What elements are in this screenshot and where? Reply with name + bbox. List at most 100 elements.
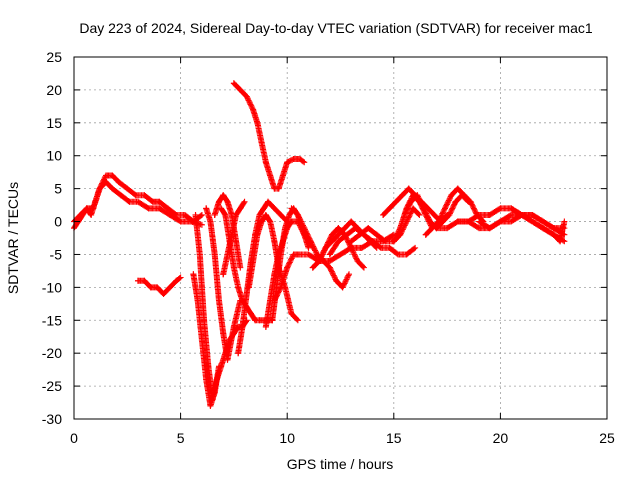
data-point xyxy=(134,198,141,205)
y-axis-label: SDTVAR / TECUs xyxy=(5,182,21,294)
data-point xyxy=(177,274,184,281)
data-point xyxy=(288,205,295,212)
data-point xyxy=(96,185,103,192)
data-point xyxy=(254,231,261,238)
data-point xyxy=(360,264,367,271)
data-point xyxy=(540,218,547,225)
data-point xyxy=(386,205,393,212)
data-point xyxy=(414,192,421,199)
data-point xyxy=(486,225,493,232)
data-point xyxy=(207,402,214,409)
data-point xyxy=(224,198,231,205)
data-point xyxy=(431,211,438,218)
data-point xyxy=(557,238,564,245)
data-point xyxy=(190,271,197,278)
data-point xyxy=(241,198,248,205)
data-point xyxy=(277,284,284,291)
data-point xyxy=(262,211,269,218)
series-track-2 xyxy=(71,179,205,232)
x-tick-label: 20 xyxy=(493,430,509,446)
data-point xyxy=(348,218,355,225)
data-point xyxy=(386,244,393,251)
data-point xyxy=(518,211,525,218)
data-point xyxy=(294,211,301,218)
data-point xyxy=(296,251,303,258)
data-point xyxy=(262,323,269,330)
data-point xyxy=(269,317,276,324)
data-point xyxy=(467,198,474,205)
data-point xyxy=(454,218,461,225)
data-point xyxy=(88,211,95,218)
data-point xyxy=(284,159,291,166)
data-point xyxy=(254,119,261,126)
data-point xyxy=(476,211,483,218)
plot-frame xyxy=(73,56,608,420)
data-point xyxy=(322,244,329,251)
y-tick-label: -30 xyxy=(42,411,62,427)
y-tick-label: 25 xyxy=(46,49,62,65)
data-point xyxy=(258,139,265,146)
data-point xyxy=(79,211,86,218)
data-point xyxy=(233,238,240,245)
data-point xyxy=(290,251,297,258)
data-point xyxy=(271,205,278,212)
data-point xyxy=(265,198,272,205)
data-point xyxy=(237,205,244,212)
data-point xyxy=(198,221,205,228)
data-point xyxy=(335,238,342,245)
data-point xyxy=(141,277,148,284)
data-point xyxy=(301,159,308,166)
x-tick-label: 25 xyxy=(599,430,615,446)
x-tick-label: 0 xyxy=(70,430,78,446)
data-point xyxy=(540,225,547,232)
data-point xyxy=(454,185,461,192)
series-track-5 xyxy=(190,271,222,409)
data-point xyxy=(267,218,274,225)
data-point xyxy=(222,211,229,218)
data-point xyxy=(326,258,333,265)
data-point xyxy=(550,231,557,238)
data-point xyxy=(294,317,301,324)
data-point xyxy=(211,211,218,218)
series-track-21 xyxy=(380,185,451,225)
series-markers xyxy=(230,80,307,192)
data-point xyxy=(508,205,515,212)
series-layer xyxy=(71,80,568,409)
y-tick-label: 5 xyxy=(54,181,62,197)
data-point xyxy=(422,231,429,238)
data-point xyxy=(230,80,237,87)
x-tick-label: 5 xyxy=(177,430,185,446)
y-tick-label: 15 xyxy=(46,115,62,131)
data-point xyxy=(346,271,353,278)
data-point xyxy=(102,179,109,186)
data-point xyxy=(215,198,222,205)
data-point xyxy=(399,192,406,199)
data-point xyxy=(290,156,297,163)
data-point xyxy=(239,323,246,330)
data-point xyxy=(497,218,504,225)
y-tick-label: -25 xyxy=(42,378,62,394)
data-point xyxy=(326,251,333,258)
data-point xyxy=(427,218,434,225)
series-markers xyxy=(135,275,183,297)
data-point xyxy=(126,198,133,205)
data-point xyxy=(392,198,399,205)
y-tick-label: -20 xyxy=(42,345,62,361)
series-track-3 xyxy=(134,274,184,297)
data-point xyxy=(296,156,303,163)
data-point xyxy=(561,218,568,225)
data-point xyxy=(314,251,321,258)
data-point xyxy=(448,192,455,199)
data-point xyxy=(365,225,372,232)
data-point xyxy=(305,244,312,251)
data-point xyxy=(277,211,284,218)
data-point xyxy=(233,211,240,218)
data-point xyxy=(275,185,282,192)
data-point xyxy=(282,225,289,232)
data-point xyxy=(354,258,361,265)
data-point xyxy=(416,211,423,218)
data-point xyxy=(220,192,227,199)
data-point xyxy=(224,356,231,363)
data-point xyxy=(92,198,99,205)
data-point xyxy=(358,244,365,251)
